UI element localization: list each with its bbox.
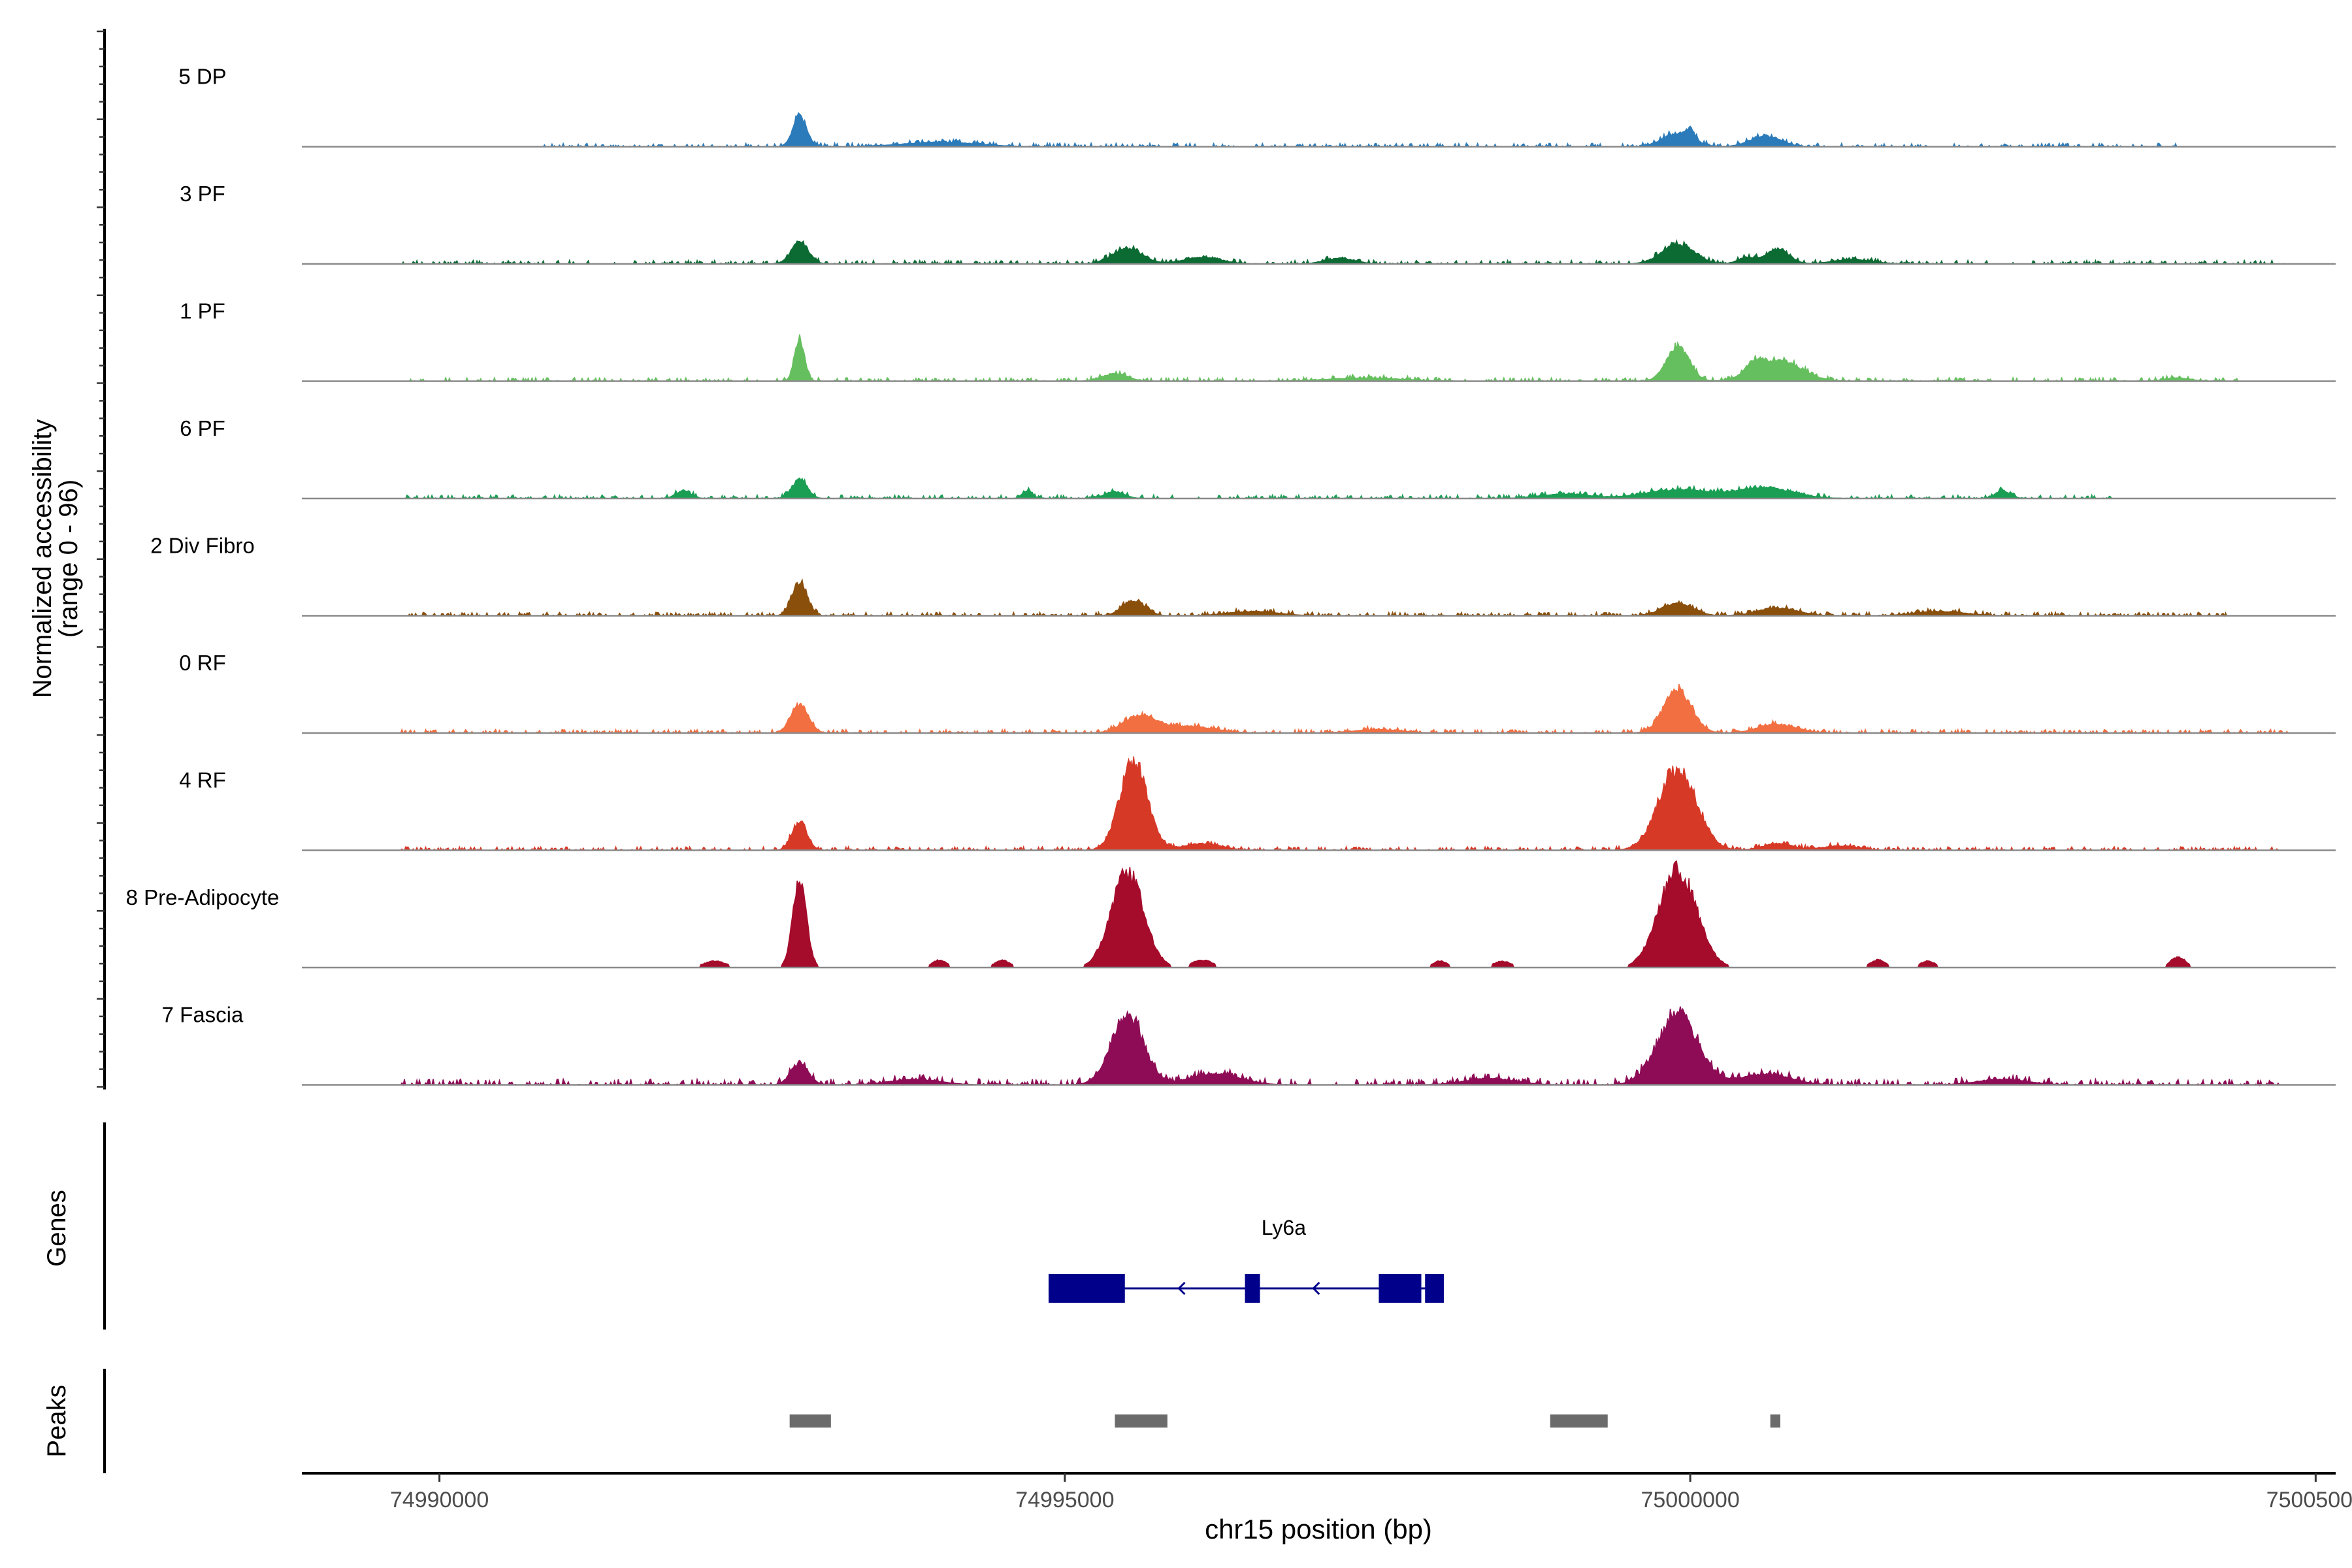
peak-regions-panel [789, 1414, 1780, 1428]
coverage-area [376, 578, 2253, 617]
gene-label: Ly6a [1262, 1216, 1306, 1239]
y-axis-label: Normalized accessibility [28, 419, 57, 698]
track-2-div-fibro: 2 Div Fibro [150, 534, 2336, 617]
coverage-area [376, 683, 2316, 735]
x-axis: 74990000 74995000 75000000 75005000 [302, 1472, 2352, 1512]
track-7-fascia: 7 Fascia [162, 1003, 2336, 1087]
track-0-rf: 0 RF [179, 651, 2336, 735]
gene-exon [1425, 1274, 1444, 1303]
gene-ly6a: Ly6a [1048, 1216, 1444, 1303]
coverage-area [376, 756, 2304, 852]
track-label: 7 Fascia [162, 1003, 244, 1027]
track-6-pf: 6 PF [180, 416, 2336, 500]
peak-region [789, 1414, 831, 1428]
genes-panel-label: Genes [42, 1190, 71, 1267]
gene-exon [1379, 1274, 1422, 1303]
peaks-panel-label: Peaks [42, 1384, 71, 1457]
track-label: 2 Div Fibro [150, 534, 255, 558]
gene-annotation-panel: Ly6a [1048, 1216, 1444, 1303]
peak-region [1550, 1414, 1608, 1428]
track-8-pre-adipocyte: 8 Pre-Adipocyte [126, 860, 2336, 969]
track-3-pf: 3 PF [180, 182, 2336, 266]
x-axis-label: chr15 position (bp) [1205, 1514, 1432, 1544]
x-tick-label: 75000000 [1641, 1488, 1739, 1512]
track-5-dp: 5 DP [178, 65, 2336, 148]
coverage-tracks: 5 DP 3 PF 1 PF 6 PF 2 Div Fibro 0 RF 4 RF 8 Pre… [126, 65, 2336, 1087]
track-label: 8 Pre-Adipocyte [126, 885, 280, 909]
coverage-area [664, 860, 2216, 968]
track-label: 5 DP [178, 65, 226, 89]
x-tick-label: 74995000 [1015, 1488, 1114, 1512]
peak-region [1115, 1414, 1168, 1428]
y-axis-range-label: (range 0 - 96) [54, 480, 83, 638]
peak-region [1770, 1414, 1780, 1428]
gene-exon [1048, 1274, 1125, 1303]
gene-exon [1245, 1274, 1260, 1303]
track-label: 3 PF [180, 182, 225, 206]
coverage-area [376, 238, 2316, 266]
strand-arrow [1312, 1281, 1320, 1296]
coverage-y-axis [97, 29, 106, 1090]
x-tick-label: 75005000 [2266, 1488, 2352, 1512]
coverage-area [376, 1006, 2304, 1087]
coverage-area [514, 112, 2204, 148]
track-1-pf: 1 PF [180, 299, 2336, 383]
track-label: 6 PF [180, 416, 225, 440]
coverage-area [376, 334, 2266, 383]
coverage-area [376, 477, 2141, 500]
track-label: 0 RF [179, 651, 226, 675]
track-label: 4 RF [179, 768, 226, 792]
track-label: 1 PF [180, 299, 225, 323]
track-4-rf: 4 RF [179, 756, 2336, 852]
x-tick-label: 74990000 [390, 1488, 489, 1512]
strand-arrow [1177, 1281, 1186, 1296]
